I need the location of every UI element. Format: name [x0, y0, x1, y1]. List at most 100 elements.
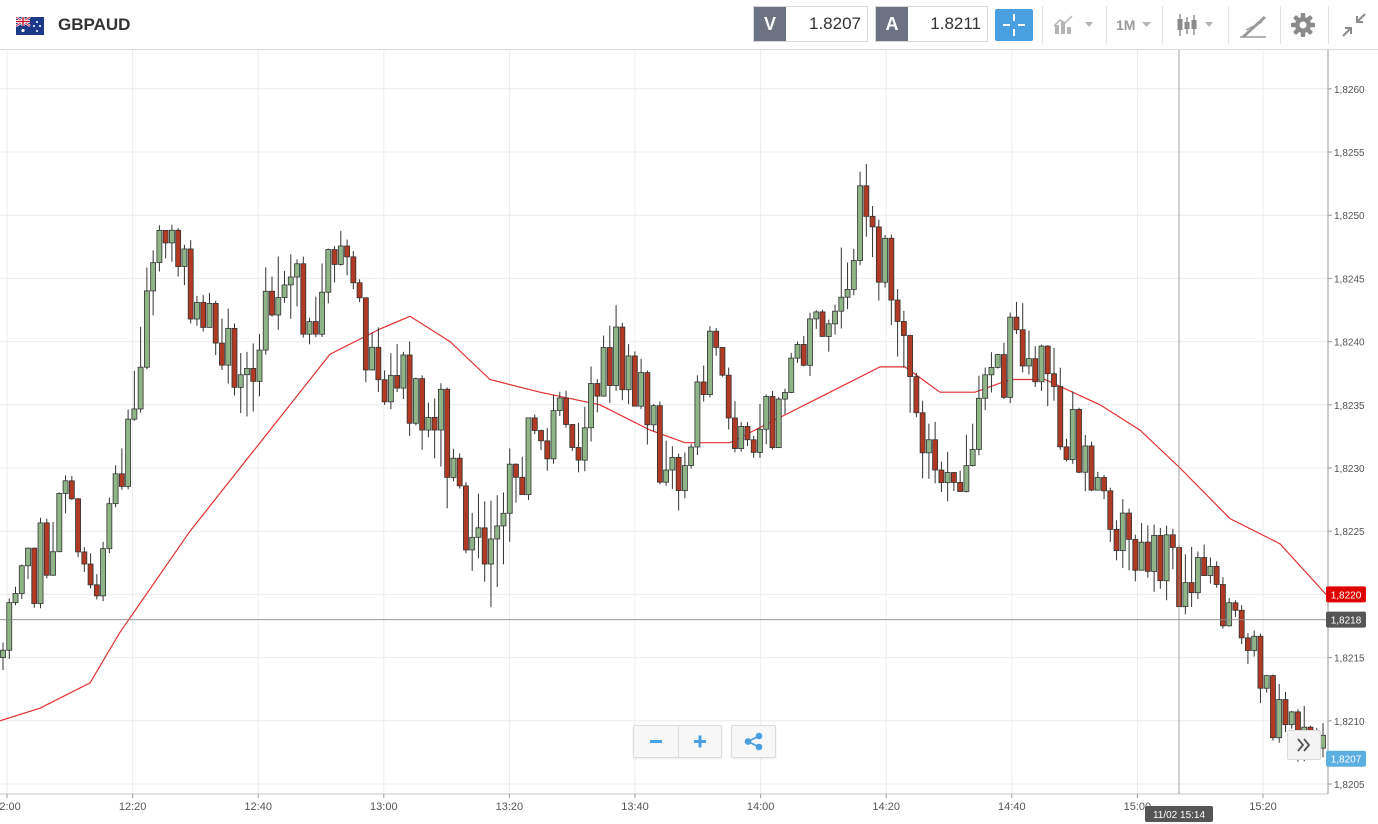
crosshair-button[interactable] [995, 9, 1033, 41]
candle-bear [594, 383, 601, 397]
candle-bull [25, 547, 31, 567]
candle-bull [857, 185, 863, 261]
zoom-out-button[interactable] [634, 726, 679, 757]
candle-bear [888, 237, 895, 301]
candle-bear [744, 426, 751, 441]
candle-bear [394, 375, 401, 389]
zoom-in-button[interactable] [679, 726, 722, 757]
time-tick-label: 13:00 [370, 801, 398, 813]
chart-type-button[interactable] [1050, 8, 1100, 42]
candle-bear [1032, 358, 1039, 383]
candle-bull [112, 473, 119, 505]
candle-bull [169, 229, 175, 244]
candle-bull [325, 249, 332, 293]
candle-bull [488, 538, 494, 565]
candle-bull [37, 522, 44, 604]
crosshair-time-badge [1145, 806, 1213, 822]
collapse-button[interactable] [1334, 8, 1374, 42]
candle-bear [1057, 386, 1064, 448]
candle-bear [219, 342, 225, 366]
candle-bull [125, 418, 132, 487]
candle-bull [387, 375, 394, 403]
candle-bear [1001, 354, 1007, 398]
candle-bear [932, 439, 939, 471]
time-axis: 12:00 12:20 12:40 13:00 13:20 13:40 14:00 14:20… [0, 794, 1277, 813]
candle-bear [563, 397, 569, 425]
candles-button[interactable] [1170, 8, 1222, 42]
candle-bull [275, 297, 282, 316]
settings-button[interactable] [1284, 8, 1324, 42]
candle-bull [100, 548, 106, 597]
candle-bear [656, 405, 663, 483]
candle-bull [925, 439, 932, 454]
candle-bull [287, 276, 294, 286]
candle-bear [606, 347, 613, 386]
candle-bull [850, 260, 857, 290]
candle-bull [1207, 565, 1214, 576]
share-button[interactable] [731, 725, 776, 758]
candle-bull [438, 388, 444, 431]
candle-bull [137, 366, 144, 410]
candle-bear [350, 256, 357, 284]
time-tick-label: 15:20 [1249, 801, 1277, 813]
candle-bull [944, 472, 951, 484]
candle-bear [43, 522, 50, 576]
time-tick-label: 12:40 [244, 801, 272, 813]
time-tick-label: 14:20 [872, 801, 900, 813]
candle-bear [575, 447, 582, 461]
candle-bull [237, 374, 244, 388]
candle-bear [519, 476, 526, 495]
current-price-label: 1,8207 [1331, 755, 1362, 766]
candle-bull [181, 248, 188, 267]
candle-bull [244, 367, 250, 376]
candle-bull [106, 503, 113, 550]
price-tick-label: 1,8215 [1334, 654, 1365, 665]
candle-bull [669, 456, 676, 471]
candle-bear [513, 463, 519, 478]
crosshair-price-label: 1,8218 [1331, 616, 1362, 627]
candle-bear [1188, 582, 1195, 594]
candle-bear [344, 245, 350, 258]
candle-bear [913, 376, 920, 414]
drawing-tools-button[interactable] [1232, 8, 1276, 42]
candle-bear [1132, 539, 1139, 571]
timeframe-dropdown[interactable]: 1M [1108, 8, 1160, 42]
time-tick-label: 12:20 [119, 801, 147, 813]
candle-bear [1088, 445, 1095, 491]
gear-icon [1291, 13, 1315, 37]
candle-bull [1082, 445, 1089, 473]
sell-price-button[interactable]: V 1.8207 [753, 6, 868, 42]
candle-bear [456, 457, 463, 487]
candle-bear [463, 485, 469, 551]
minus-icon [650, 740, 662, 743]
candle-bull [1226, 602, 1233, 627]
candle-bull [0, 649, 6, 658]
candle-bear [375, 346, 382, 381]
buy-price-button[interactable]: A 1.8211 [875, 6, 988, 42]
candle-bear [162, 230, 169, 244]
candle-bull [807, 318, 813, 366]
price-tick-label: 1,8250 [1334, 211, 1365, 222]
candle-bear [1044, 345, 1051, 375]
price-chart[interactable]: 1,8205 1,8210 1,8215 1,8220 1,8225 1,8230 1,82… [0, 50, 1378, 824]
candle-bull [6, 602, 13, 651]
candle-bear [619, 326, 626, 391]
candle-bull [12, 593, 19, 604]
candle-bear [1019, 329, 1026, 367]
ma-value-badge [1326, 586, 1366, 603]
candle-bull [788, 357, 795, 393]
scroll-to-latest-button[interactable] [1287, 730, 1321, 760]
candle-bear [362, 297, 369, 371]
candle-bear [231, 327, 238, 388]
candle-bull [1194, 557, 1201, 594]
price-tick-label: 1,8245 [1334, 274, 1365, 285]
candle-bear [1051, 373, 1057, 387]
price-tick-label: 1,8225 [1334, 527, 1365, 538]
candle-bear [1282, 699, 1289, 726]
candle-bull [1094, 477, 1101, 491]
candle-bull [469, 536, 476, 551]
candle-bear [481, 527, 488, 565]
candle-bull [832, 310, 838, 325]
candle-bull [281, 284, 288, 298]
candle-bear [900, 321, 907, 336]
